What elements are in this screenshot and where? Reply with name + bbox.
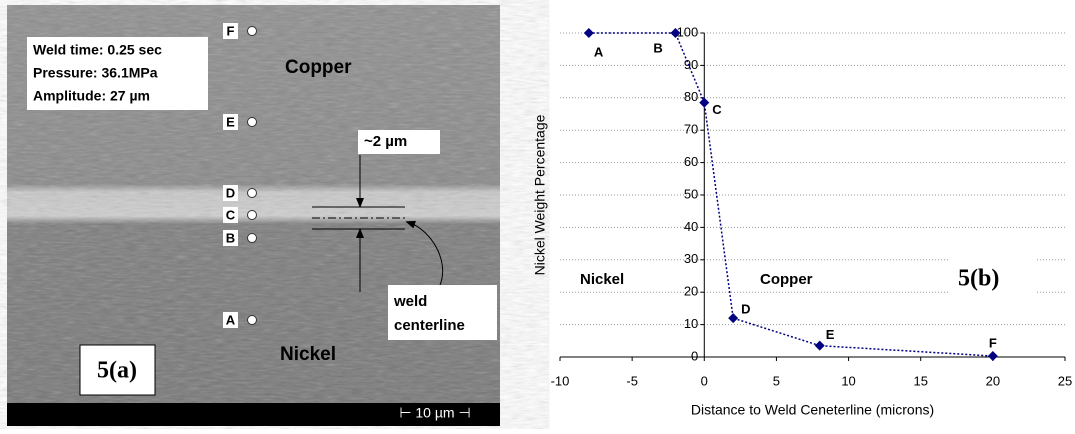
point-marker bbox=[247, 117, 257, 127]
scale-bar: ⊢ 10 µm ⊣ bbox=[399, 405, 470, 421]
point-label: C bbox=[712, 102, 722, 117]
data-point bbox=[728, 313, 739, 324]
point-marker bbox=[247, 26, 257, 36]
panel-box bbox=[948, 258, 1036, 302]
point-label: F bbox=[989, 335, 997, 350]
annotation: Copper bbox=[760, 271, 813, 288]
series-line bbox=[588, 32, 993, 357]
point-label: F bbox=[227, 23, 235, 38]
centerline-label: centerline bbox=[394, 317, 465, 334]
point-label: D bbox=[226, 185, 235, 200]
x-tick-label: 5 bbox=[773, 373, 780, 388]
point-marker bbox=[247, 315, 257, 325]
point-marker bbox=[247, 188, 257, 198]
data-point bbox=[670, 28, 681, 38]
y-tick-label: 70 bbox=[684, 122, 698, 137]
y-tick-label: 0 bbox=[691, 348, 698, 363]
material-label: Copper bbox=[285, 57, 352, 78]
y-tick-label: 100 bbox=[677, 24, 699, 39]
info-line: Weld time: 0.25 sec bbox=[33, 42, 162, 58]
point-label: B bbox=[653, 40, 662, 55]
sem-image: ⊢ 10 µm ⊣ Weld time: 0.25 sec Pressure: … bbox=[7, 5, 500, 426]
info-line: Amplitude: 27 µm bbox=[33, 88, 150, 104]
material-label: Nickel bbox=[280, 344, 336, 365]
annotation: 5(b) bbox=[958, 266, 999, 292]
point-label: D bbox=[741, 302, 750, 317]
panel-label: 5(a) bbox=[97, 358, 137, 384]
point-marker bbox=[247, 233, 257, 243]
y-tick-label: 90 bbox=[684, 57, 698, 72]
data-point bbox=[583, 28, 594, 38]
x-axis-label: Distance to Weld Ceneterline (microns) bbox=[691, 402, 934, 418]
point-label: B bbox=[226, 230, 235, 245]
point-box bbox=[223, 185, 238, 201]
data-point bbox=[699, 97, 710, 108]
chart: 0 10 20 30 40 50 60 70 80 90 100 -10 -5 0 5 10 15 20 25 Dis… bbox=[532, 24, 1073, 417]
x-tick-label: 0 bbox=[701, 373, 708, 388]
point-box bbox=[223, 312, 238, 328]
centerline-label: weld bbox=[393, 293, 427, 310]
y-tick-label: 20 bbox=[684, 284, 698, 299]
y-tick-label: 30 bbox=[684, 251, 698, 266]
point-label: E bbox=[826, 327, 835, 342]
point-label: A bbox=[226, 312, 236, 327]
data-point bbox=[987, 351, 998, 362]
y-tick-label: 50 bbox=[684, 186, 698, 201]
x-tick-label: 20 bbox=[986, 373, 1000, 388]
x-tick-label: 25 bbox=[1058, 373, 1072, 388]
x-tick-label: -10 bbox=[551, 373, 570, 388]
point-label: C bbox=[226, 207, 236, 222]
point-box bbox=[223, 23, 238, 39]
point-box bbox=[223, 207, 238, 223]
point-box bbox=[223, 230, 238, 246]
data-point bbox=[814, 340, 825, 351]
y-tick-label: 80 bbox=[684, 89, 698, 104]
point-label: A bbox=[594, 44, 604, 59]
y-axis-label: Nickel Weight Percentage bbox=[532, 114, 548, 275]
point-marker bbox=[247, 210, 257, 220]
info-line: Pressure: 36.1MPa bbox=[33, 65, 158, 81]
point-label: E bbox=[226, 114, 235, 129]
point-box bbox=[223, 114, 238, 130]
annotation: Nickel bbox=[580, 271, 624, 288]
x-tick-label: 15 bbox=[913, 373, 927, 388]
x-tick-label: 10 bbox=[841, 373, 855, 388]
y-tick-label: 60 bbox=[684, 154, 698, 169]
thickness-label: ~2 µm bbox=[364, 133, 407, 150]
y-tick-label: 10 bbox=[684, 316, 698, 331]
x-tick-label: -5 bbox=[626, 373, 638, 388]
y-tick-label: 40 bbox=[684, 219, 698, 234]
